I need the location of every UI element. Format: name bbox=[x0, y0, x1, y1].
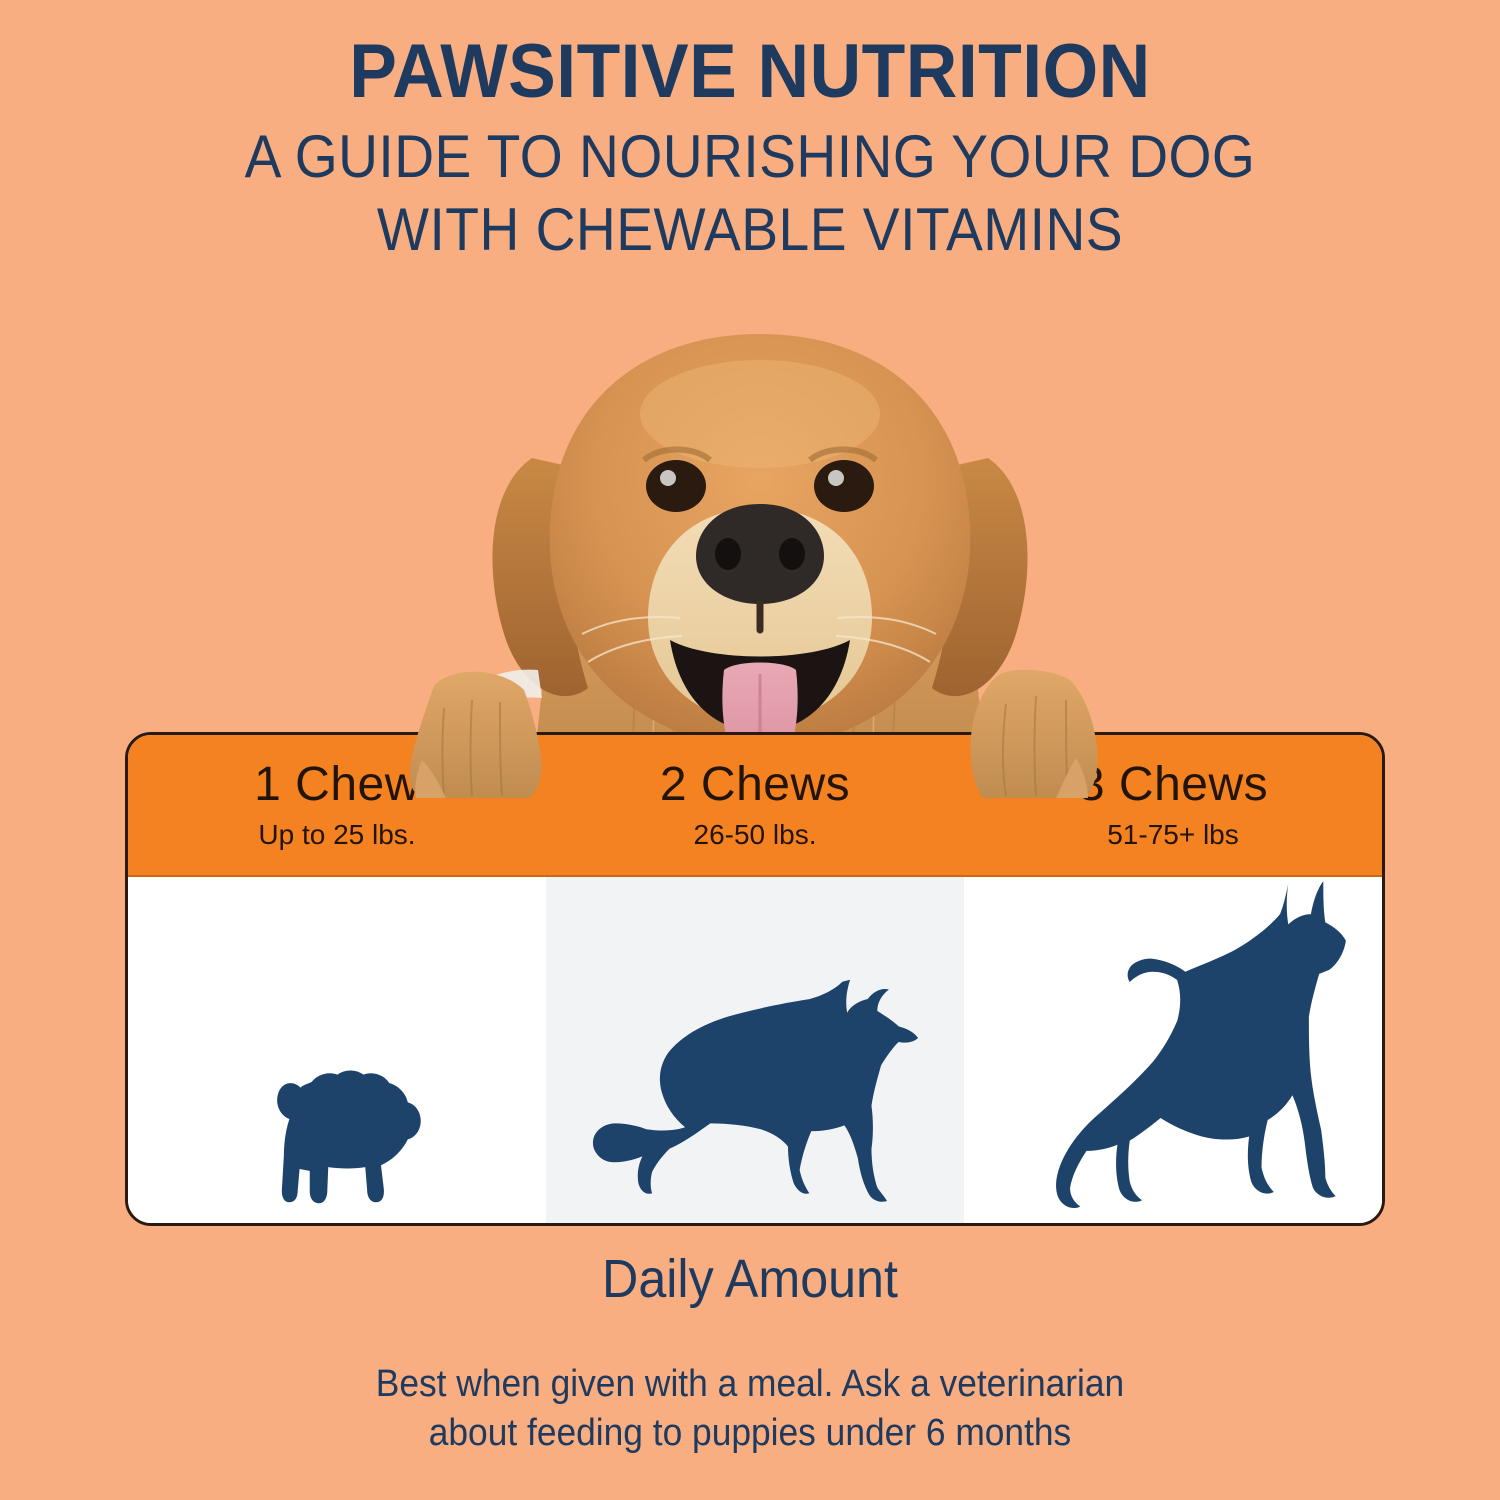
dosage-column-header-3: 3 Chews 51-75+ lbs bbox=[964, 735, 1382, 875]
pug-silhouette bbox=[276, 1070, 421, 1203]
dosage-panel-3 bbox=[964, 877, 1382, 1223]
footnote-line-2: about feeding to puppies under 6 months bbox=[428, 1411, 1072, 1454]
page-subtitle-line-1: A GUIDE TO NOURISHING YOUR DOG bbox=[244, 123, 1256, 190]
dosage-panel-2 bbox=[546, 877, 964, 1223]
chew-count-1: 1 Chew bbox=[254, 758, 420, 811]
weight-range-1: Up to 25 lbs. bbox=[258, 819, 416, 850]
chew-count-2: 2 Chews bbox=[659, 758, 851, 811]
footnote: Best when given with a meal. Ask a veter… bbox=[53, 1360, 1448, 1457]
page-title: PAWSITIVE NUTRITION bbox=[349, 29, 1151, 114]
dog-paws-overlay bbox=[409, 669, 1098, 798]
weight-range-3: 51-75+ lbs bbox=[1107, 819, 1239, 850]
dosage-column-header-1: 1 Chew Up to 25 lbs. bbox=[128, 735, 546, 875]
doberman-silhouette bbox=[1056, 881, 1346, 1209]
golden-retriever-photo bbox=[476, 334, 1028, 798]
german-shepherd-silhouette bbox=[592, 980, 919, 1203]
dosage-header-band: 1 Chew Up to 25 lbs. 2 Chews 26-50 lbs. … bbox=[128, 735, 1382, 877]
page-subtitle-line-2: WITH CHEWABLE VITAMINS bbox=[376, 196, 1124, 264]
dosage-column-header-2: 2 Chews 26-50 lbs. bbox=[546, 735, 964, 875]
footnote-line-1: Best when given with a meal. Ask a veter… bbox=[375, 1363, 1125, 1405]
dosage-chart-card: 1 Chew Up to 25 lbs. 2 Chews 26-50 lbs. … bbox=[125, 732, 1385, 1226]
weight-range-2: 26-50 lbs. bbox=[693, 819, 817, 850]
daily-amount-label: Daily Amount bbox=[602, 1249, 898, 1309]
dosage-body bbox=[128, 877, 1382, 1223]
chew-count-3: 3 Chews bbox=[1077, 758, 1269, 811]
dosage-panel-1 bbox=[128, 877, 546, 1223]
page-header: PAWSITIVE NUTRITION A GUIDE TO NOURISHIN… bbox=[0, 0, 1500, 266]
page-subtitle: A GUIDE TO NOURISHING YOUR DOG WITH CHEW… bbox=[60, 120, 1440, 266]
